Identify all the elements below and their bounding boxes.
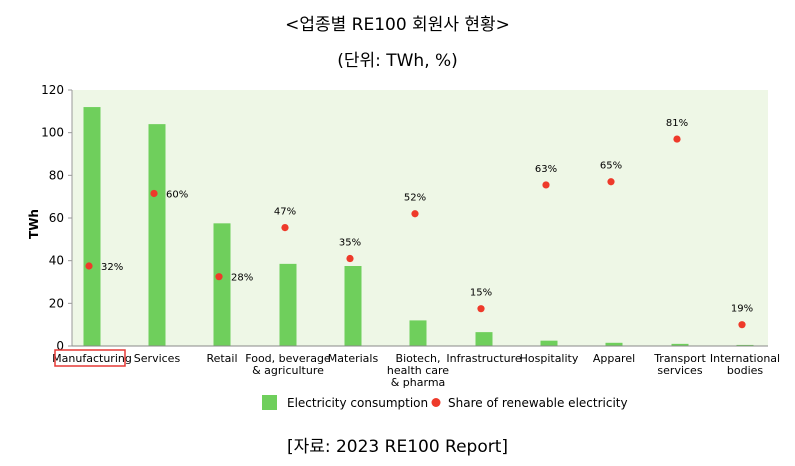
bar: [213, 223, 231, 346]
share-dot: [150, 189, 158, 198]
category-label-highlighted: Manufacturing: [52, 349, 132, 367]
category-label-line: bodies: [727, 364, 764, 377]
category-label-line: services: [657, 364, 702, 377]
category-label: Infrastructure: [446, 352, 522, 365]
highlight-box: [54, 349, 126, 367]
category-label-line: Retail: [206, 352, 237, 365]
legend-dot-label: Share of renewable electricity: [448, 396, 628, 410]
bar: [148, 124, 166, 346]
category-label-line: Infrastructure: [446, 352, 522, 365]
share-label: 52%: [404, 193, 426, 204]
legend-bar-swatch: [262, 395, 277, 410]
share-dot: [607, 178, 615, 186]
category-label-line: & agriculture: [252, 364, 324, 377]
share-dot: [673, 135, 681, 143]
bar: [344, 266, 362, 346]
category-labels: Manufacturing Services Retail Food, beverag…: [52, 349, 780, 389]
share-label: 35%: [339, 238, 361, 249]
share-dot: [411, 210, 419, 218]
source-note: [자료: 2023 RE100 Report]: [286, 437, 509, 457]
share-label: 32%: [101, 262, 123, 273]
share-dot: [281, 224, 289, 232]
share-dot: [542, 181, 550, 189]
bar: [736, 344, 754, 346]
y-tick-label: 120: [41, 83, 64, 97]
plot-area: [72, 90, 768, 346]
category-label-line: Food, beverage: [245, 352, 331, 365]
category-label-line: Apparel: [593, 352, 635, 365]
share-dot: [85, 262, 93, 270]
category-label-line: Transport: [653, 352, 706, 365]
legend: Electricity consumption Share of renewabl…: [262, 395, 628, 410]
dots-group: 32% 60% 28% 47% 35% 52% 15% 63% 65% 81% 19%: [85, 118, 753, 329]
chart-title: <업종별 RE100 회원사 현황>: [285, 15, 510, 35]
share-label: 47%: [274, 207, 296, 218]
bar: [409, 320, 427, 346]
y-axis: 0 20 40 60 80 100 120: [41, 83, 73, 353]
category-label: Retail: [206, 352, 237, 365]
category-label: Services: [134, 352, 181, 365]
bar: [605, 342, 623, 346]
y-tick-label: 20: [49, 296, 64, 310]
category-label: Biotech,health care& pharma: [387, 352, 449, 389]
chart-subtitle: (단위: TWh, %): [337, 51, 458, 71]
category-label-line: Manufacturing: [52, 352, 132, 365]
share-label: 65%: [600, 161, 622, 172]
category-label: Hospitality: [520, 352, 579, 365]
y-tick-label: 40: [49, 254, 64, 268]
share-label: 60%: [166, 189, 188, 200]
y-tick-label: 60: [49, 211, 64, 225]
share-dot: [738, 321, 746, 329]
legend-bar-label: Electricity consumption: [287, 396, 428, 410]
bar: [671, 343, 689, 346]
share-label: 63%: [535, 164, 557, 175]
legend-dot-swatch: [431, 398, 441, 407]
category-label-line: Services: [134, 352, 181, 365]
category-label-line: International: [710, 352, 780, 365]
share-label: 28%: [231, 273, 253, 284]
category-label: Materials: [328, 352, 379, 365]
y-axis-label: TWh: [27, 209, 41, 239]
bar: [475, 332, 493, 346]
category-label-line: health care: [387, 364, 449, 377]
share-dot: [346, 254, 354, 263]
bar: [279, 263, 297, 346]
share-dot: [477, 305, 485, 313]
category-label-line: Materials: [328, 352, 379, 365]
bar: [83, 107, 101, 346]
category-label-line: & pharma: [391, 376, 446, 389]
y-tick-label: 100: [41, 126, 64, 140]
share-label: 81%: [666, 118, 688, 129]
y-tick-label: 80: [49, 168, 64, 182]
share-dot: [215, 273, 223, 281]
y-tick-label: 0: [56, 339, 64, 353]
category-label-line: Hospitality: [520, 352, 579, 365]
bar: [540, 340, 558, 346]
category-label: Apparel: [593, 352, 635, 365]
category-label: Food, beverage& agriculture: [245, 352, 331, 377]
category-label-line: Biotech,: [396, 352, 441, 365]
share-label: 19%: [731, 304, 753, 315]
share-label: 15%: [470, 288, 492, 299]
bars-group: [83, 107, 754, 346]
